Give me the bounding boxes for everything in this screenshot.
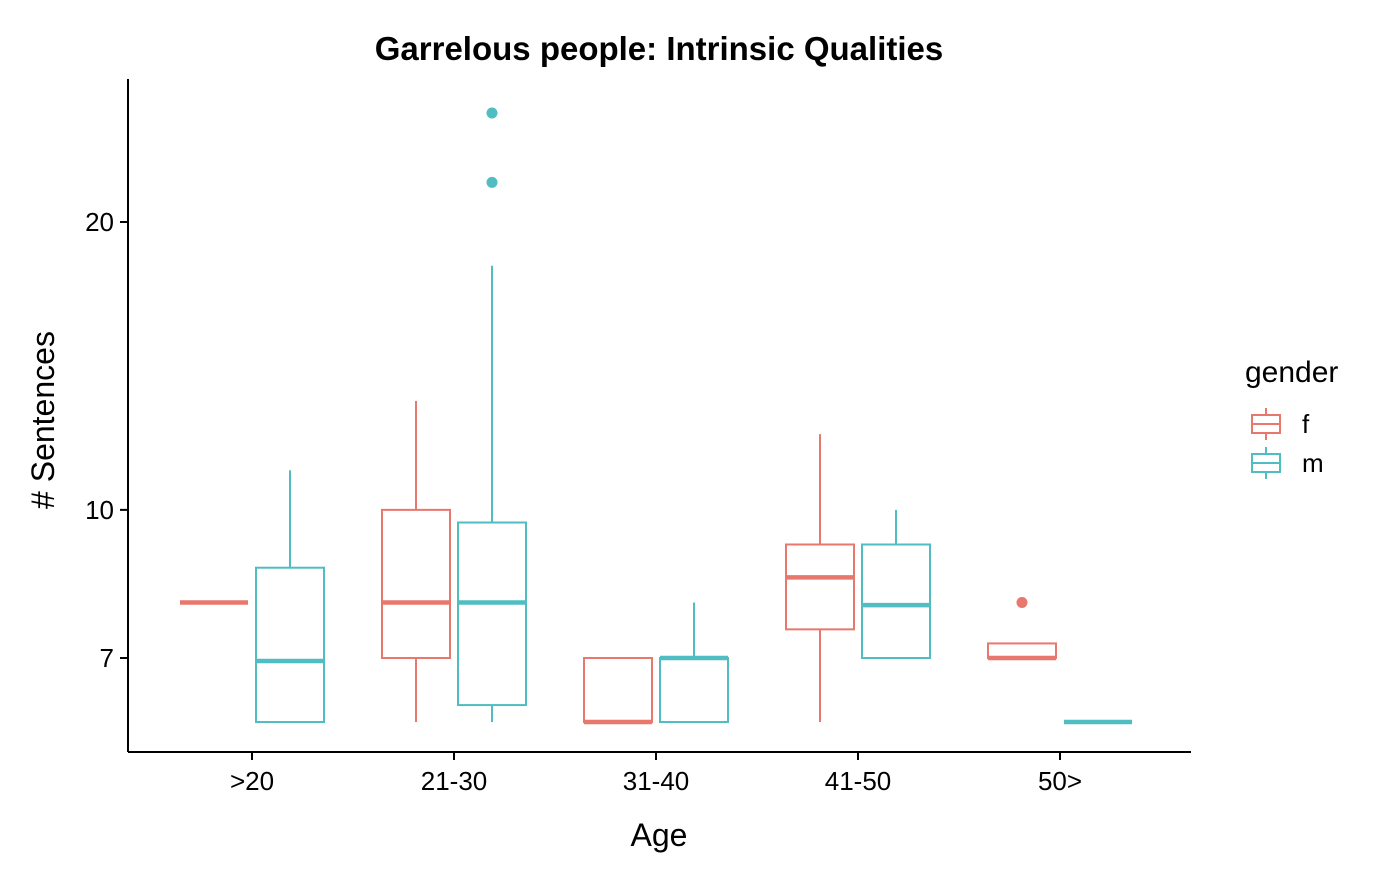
box-body	[659, 657, 729, 724]
x-tick-label: 21-30	[421, 766, 488, 796]
box-body	[255, 566, 325, 724]
y-tick-label: 10	[85, 495, 114, 525]
y-tick-label: 7	[100, 643, 114, 673]
x-tick-label: 41-50	[825, 766, 892, 796]
box-body	[457, 521, 527, 707]
box-body	[785, 543, 855, 631]
outlier-point	[486, 176, 498, 188]
box-f-21-30	[381, 400, 451, 723]
y-axis-title: # Sentences	[25, 331, 61, 509]
outlier-point	[486, 107, 498, 119]
legend-label: m	[1302, 448, 1324, 478]
x-axis-ticks: >20 21-30 31-40 41-50 50>	[230, 752, 1082, 796]
x-tick-label: 31-40	[623, 766, 690, 796]
y-tick-label: 20	[85, 207, 114, 237]
box-f-41-50	[785, 434, 855, 723]
box-body	[861, 543, 931, 659]
box-m-41-50	[861, 509, 931, 659]
box-f-31-40	[583, 657, 653, 725]
legend-title: gender	[1245, 356, 1338, 389]
y-axis-ticks: 7 10 20	[85, 207, 128, 673]
box-f-50>	[987, 597, 1057, 661]
x-tick-label: >20	[230, 766, 274, 796]
plot-area	[180, 107, 1132, 725]
x-axis-title: Age	[631, 817, 688, 853]
box-body	[583, 657, 653, 724]
legend-item-f: f	[1251, 408, 1310, 440]
box-m->20	[255, 470, 325, 724]
legend-items: fm	[1251, 408, 1324, 479]
x-tick-label: 50>	[1038, 766, 1082, 796]
box-m-21-30	[457, 107, 527, 723]
outlier-point	[1016, 597, 1028, 609]
legend-label: f	[1302, 409, 1310, 439]
box-m-31-40	[659, 602, 729, 724]
legend: gender fm	[1245, 356, 1338, 479]
legend-item-m: m	[1251, 447, 1324, 479]
box-body	[381, 508, 451, 659]
chart-title: Garrelous people: Intrinsic Qualities	[375, 30, 943, 67]
